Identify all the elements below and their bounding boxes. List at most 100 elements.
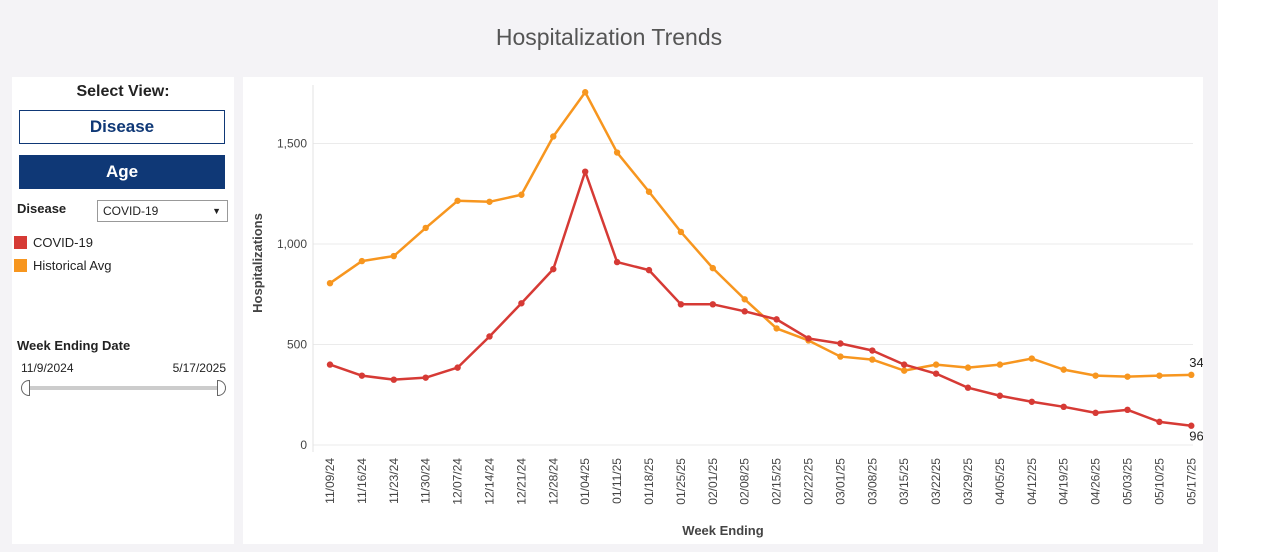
data-point-covid-19	[550, 265, 557, 273]
data-point-covid-19	[709, 301, 716, 308]
chevron-down-icon: ▼	[212, 206, 221, 216]
legend-label-historical: Historical Avg	[33, 258, 112, 273]
data-point-covid-19	[1060, 403, 1067, 411]
week-ending-label: Week Ending Date	[17, 338, 131, 353]
x-tick-label: 03/01/25	[833, 458, 847, 505]
x-tick-label: 11/30/24	[419, 458, 433, 504]
x-tick-label: 05/17/25	[1184, 458, 1198, 505]
end-value-label-historical-avg: 349	[1189, 355, 1203, 370]
data-point-historical-avg	[454, 197, 461, 204]
data-point-historical-avg	[582, 89, 589, 96]
range-start-value: 11/9/2024	[21, 361, 74, 375]
y-tick-label: 500	[287, 338, 307, 352]
data-point-historical-avg	[550, 133, 557, 140]
data-point-historical-avg	[390, 252, 397, 260]
filter-panel: Select View: Disease Age Disease COVID-1…	[12, 77, 234, 544]
data-point-historical-avg	[613, 149, 621, 156]
data-point-historical-avg	[677, 228, 685, 236]
legend-swatch-covid	[14, 236, 27, 249]
data-point-historical-avg	[741, 296, 748, 303]
data-point-covid-19	[326, 361, 334, 368]
slider-end-handle[interactable]	[217, 380, 226, 396]
x-tick-label: 03/22/25	[929, 458, 943, 505]
data-point-covid-19	[613, 258, 621, 266]
disease-view-button[interactable]: Disease	[19, 110, 225, 144]
data-point-covid-19	[901, 361, 908, 368]
x-tick-label: 05/10/25	[1152, 458, 1166, 505]
data-point-historical-avg	[932, 361, 940, 368]
legend-label-covid: COVID-19	[33, 235, 93, 250]
age-view-button[interactable]: Age	[19, 155, 225, 189]
x-tick-label: 12/07/24	[451, 458, 465, 505]
data-point-historical-avg	[1060, 366, 1067, 373]
x-tick-label: 01/04/25	[578, 458, 592, 505]
data-point-covid-19	[1188, 422, 1195, 429]
x-tick-label: 12/14/24	[483, 458, 497, 505]
data-point-historical-avg	[518, 191, 525, 198]
y-tick-label: 1,500	[277, 137, 307, 151]
data-point-covid-19	[932, 370, 940, 377]
disease-filter-label: Disease	[17, 201, 67, 216]
data-point-historical-avg	[1188, 371, 1195, 379]
legend-item-historical: Historical Avg	[14, 258, 112, 273]
x-tick-label: 03/29/25	[961, 458, 975, 505]
data-point-historical-avg	[869, 356, 876, 363]
data-point-covid-19	[837, 340, 844, 347]
data-point-covid-19	[964, 384, 972, 391]
x-tick-label: 01/18/25	[642, 458, 656, 505]
data-point-covid-19	[996, 392, 1004, 399]
y-axis-title: Hospitalizations	[250, 213, 265, 313]
x-tick-label: 11/16/24	[355, 458, 369, 504]
x-tick-label: 05/03/25	[1121, 458, 1135, 505]
y-tick-label: 1,000	[277, 237, 307, 251]
data-point-historical-avg	[422, 224, 429, 232]
dashboard-title: Hospitalization Trends	[495, 24, 723, 50]
range-end-value: 5/17/2025	[172, 361, 226, 375]
x-tick-label: 04/19/25	[1057, 458, 1071, 505]
x-tick-label: 02/15/25	[770, 458, 784, 505]
y-tick-label: 0	[300, 438, 307, 452]
data-point-covid-19	[422, 374, 429, 381]
data-point-historical-avg	[1028, 355, 1035, 362]
data-point-historical-avg	[1124, 373, 1131, 380]
data-point-covid-19	[805, 335, 812, 342]
data-point-covid-19	[1028, 398, 1035, 405]
legend-swatch-historical	[14, 259, 27, 272]
disease-dropdown[interactable]: COVID-19 ▼	[97, 200, 228, 222]
x-tick-label: 04/12/25	[1025, 458, 1039, 505]
data-point-covid-19	[1124, 406, 1131, 414]
chart-panel: 0 500 1,000 1,500 11/09/24 11/16/24 11/23/24 11…	[243, 77, 1203, 544]
data-point-historical-avg	[1156, 372, 1163, 379]
date-range-slider[interactable]	[24, 386, 226, 390]
x-tick-label: 12/28/24	[546, 458, 560, 505]
series-line-historical-avg	[329, 90, 1192, 378]
disease-dropdown-value: COVID-19	[103, 204, 159, 218]
data-point-covid-19	[677, 301, 685, 308]
dashboard: Hospitalization Trends Select View: Dise…	[0, 0, 1218, 552]
x-tick-label: 04/05/25	[993, 458, 1007, 505]
slider-start-handle[interactable]	[21, 380, 30, 396]
data-point-covid-19	[454, 364, 461, 371]
x-tick-label: 11/23/24	[387, 458, 401, 504]
data-point-covid-19	[486, 333, 493, 340]
data-point-historical-avg	[996, 361, 1004, 368]
x-tick-label: 02/01/25	[706, 458, 720, 505]
legend-item-covid: COVID-19	[14, 235, 93, 250]
data-point-covid-19	[518, 300, 525, 307]
x-tick-label: 01/25/25	[674, 458, 688, 505]
data-point-covid-19	[741, 308, 748, 315]
data-point-historical-avg	[964, 364, 972, 371]
end-value-label-covid-19: 96	[1189, 429, 1203, 444]
x-axis-title: Week Ending	[682, 523, 763, 538]
data-point-covid-19	[1092, 409, 1099, 417]
x-tick-label: 04/26/25	[1089, 458, 1103, 505]
data-point-historical-avg	[358, 257, 366, 265]
x-tick-label: 03/08/25	[865, 458, 879, 505]
hospitalization-chart: 0 500 1,000 1,500 11/09/24 11/16/24 11/23/24 11…	[250, 85, 1203, 538]
data-point-historical-avg	[773, 325, 780, 332]
data-point-historical-avg	[837, 353, 844, 360]
x-tick-label: 02/22/25	[802, 458, 816, 505]
data-point-covid-19	[869, 347, 876, 354]
data-point-historical-avg	[901, 367, 908, 374]
data-point-covid-19	[1156, 418, 1163, 426]
